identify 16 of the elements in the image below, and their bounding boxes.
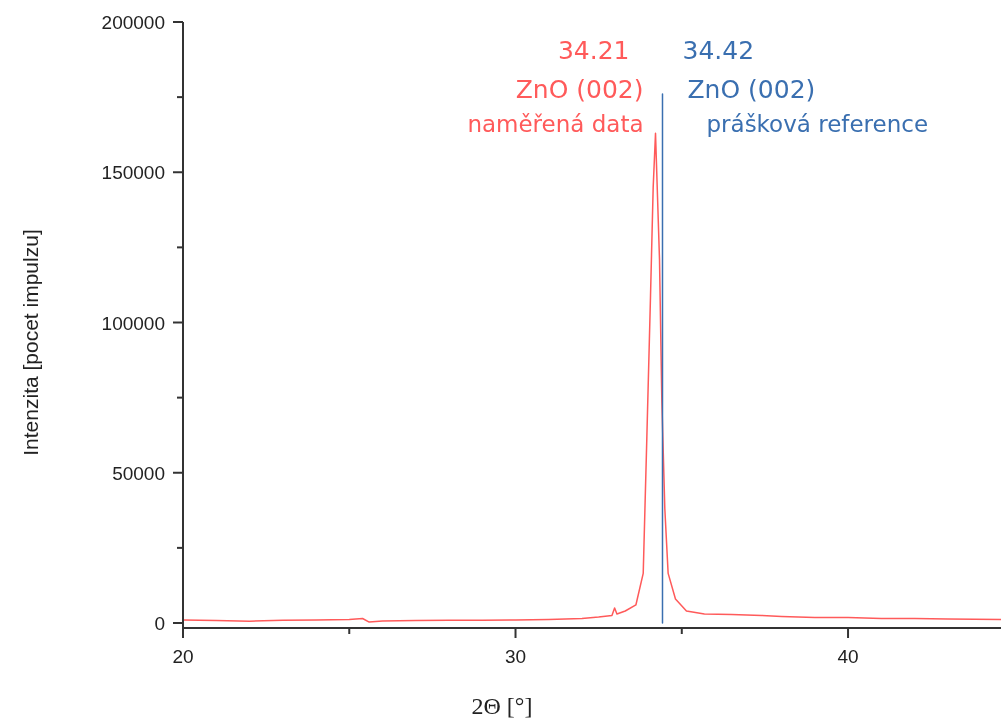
y-tick-label: 0 <box>154 613 165 634</box>
series-label: naměřená data <box>467 111 644 138</box>
y-axis-title: Intenzita [pocet impulzu] <box>19 229 42 456</box>
y-tick-label: 50000 <box>112 462 165 484</box>
y-tick-label: 200000 <box>101 12 165 33</box>
x-axis-title: 2Θ [°] <box>471 693 533 719</box>
annotation: ZnO (002) <box>515 75 644 105</box>
annotation: 34.21 <box>557 36 630 66</box>
y-tick-label: 150000 <box>101 162 165 184</box>
y-tick-label: 100000 <box>101 312 165 334</box>
x-tick-label: 40 <box>837 646 859 667</box>
series-label: prášková reference <box>706 111 929 138</box>
x-tick-label: 20 <box>172 646 194 667</box>
annotation: 34.42 <box>682 36 755 66</box>
annotation: ZnO (002) <box>687 75 816 105</box>
x-tick-label: 30 <box>504 646 527 667</box>
